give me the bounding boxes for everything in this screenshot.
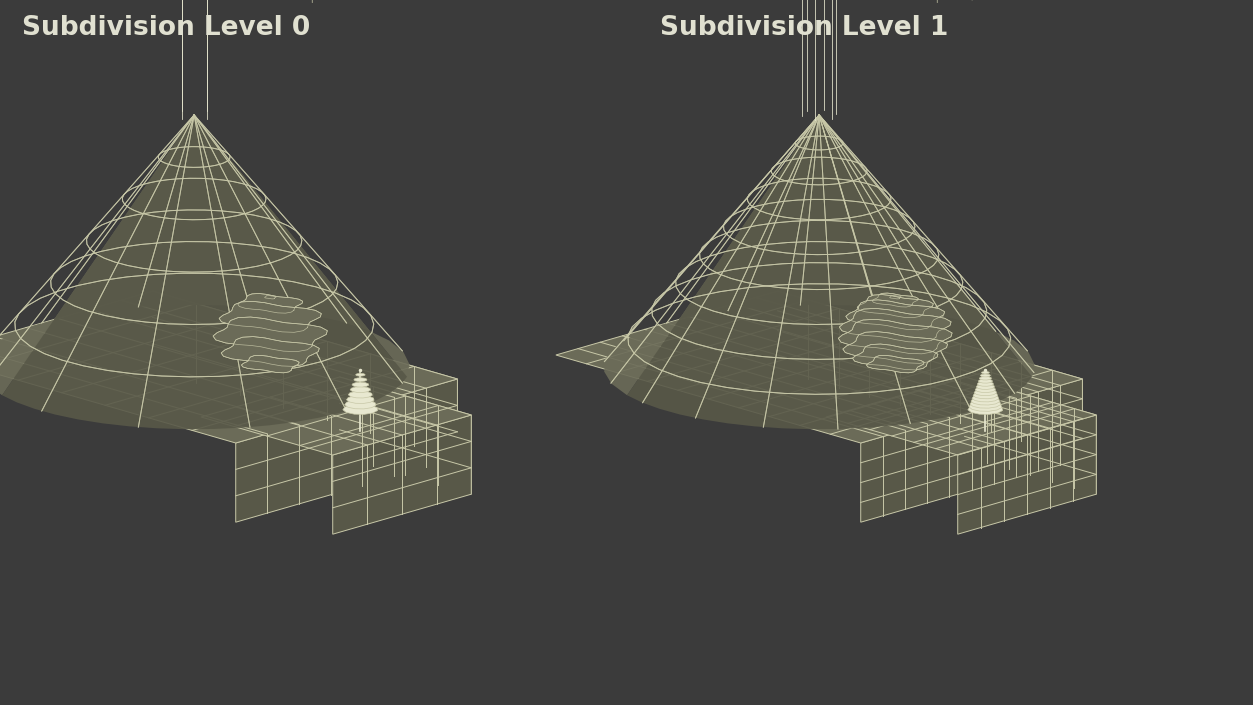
Polygon shape xyxy=(866,355,925,373)
Polygon shape xyxy=(626,115,1032,429)
Polygon shape xyxy=(778,291,1083,458)
Polygon shape xyxy=(972,394,999,402)
Polygon shape xyxy=(980,376,991,380)
Polygon shape xyxy=(3,115,407,429)
Polygon shape xyxy=(340,377,471,494)
Polygon shape xyxy=(352,382,368,387)
Polygon shape xyxy=(979,379,992,383)
Polygon shape xyxy=(0,115,410,396)
Polygon shape xyxy=(843,331,947,363)
Polygon shape xyxy=(957,415,1096,534)
Polygon shape xyxy=(242,355,299,373)
Polygon shape xyxy=(838,319,952,354)
Polygon shape xyxy=(970,399,1001,408)
Polygon shape xyxy=(356,374,365,376)
Polygon shape xyxy=(219,301,321,332)
Polygon shape xyxy=(969,402,1001,411)
Polygon shape xyxy=(861,379,1083,522)
Polygon shape xyxy=(971,397,1000,405)
Polygon shape xyxy=(852,344,938,370)
Polygon shape xyxy=(840,308,951,342)
Text: Subdivision Level 0: Subdivision Level 0 xyxy=(23,15,311,41)
Polygon shape xyxy=(153,291,457,458)
Text: Subdivision Level 1: Subdivision Level 1 xyxy=(660,15,949,41)
Polygon shape xyxy=(556,291,1083,443)
Polygon shape xyxy=(857,295,933,318)
Polygon shape xyxy=(826,377,1096,455)
Polygon shape xyxy=(981,372,990,374)
Polygon shape xyxy=(974,389,996,396)
Polygon shape xyxy=(213,317,327,352)
Polygon shape xyxy=(967,405,1002,415)
Polygon shape xyxy=(236,379,457,522)
Polygon shape xyxy=(974,392,997,399)
Polygon shape xyxy=(348,391,372,398)
Polygon shape xyxy=(890,295,901,299)
Polygon shape xyxy=(238,293,303,313)
Polygon shape xyxy=(221,336,320,367)
Polygon shape xyxy=(343,405,377,415)
Polygon shape xyxy=(347,396,375,403)
Polygon shape xyxy=(0,291,457,443)
Polygon shape xyxy=(200,377,471,455)
Polygon shape xyxy=(977,381,994,386)
Polygon shape xyxy=(264,295,276,299)
Polygon shape xyxy=(980,374,990,377)
Polygon shape xyxy=(333,415,471,534)
Polygon shape xyxy=(975,386,995,393)
Polygon shape xyxy=(345,400,376,409)
Polygon shape xyxy=(976,384,995,389)
Polygon shape xyxy=(604,115,1035,396)
Polygon shape xyxy=(965,377,1096,494)
Polygon shape xyxy=(350,386,371,393)
Polygon shape xyxy=(846,300,945,330)
Polygon shape xyxy=(872,293,918,307)
Polygon shape xyxy=(353,378,367,381)
